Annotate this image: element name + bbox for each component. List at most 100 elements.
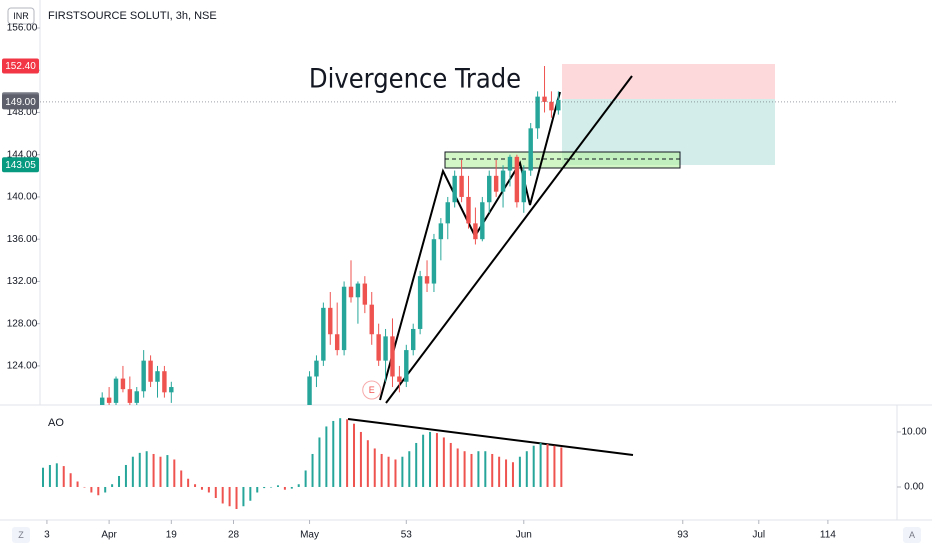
ao-bar [297,484,300,487]
y-tick-label: 156.00 [7,23,38,34]
ao-bar [221,486,224,504]
ao-bar [401,456,404,487]
support-zone [444,151,681,169]
candle-body [307,376,312,405]
ao-bar [270,486,273,488]
ao-bar [318,437,321,487]
ao-bar [311,453,314,487]
ao-bar [373,448,376,487]
candle-body [162,371,167,393]
ao-bar [62,466,65,487]
y-tick-label: 148.00 [7,107,38,118]
ao-bar [359,431,362,487]
ao-bar [539,442,542,487]
candle-body [410,328,416,351]
ao-bar [131,456,134,487]
ao-bar [422,434,425,487]
indicator-name: AO [48,417,64,429]
candle-body [514,156,520,203]
candle-body [424,276,430,284]
price-badge [2,58,39,74]
ao-bar [339,418,342,487]
ao-bar [263,486,266,489]
ao-bar [159,456,162,487]
candle-body [487,175,492,203]
candle-body [535,96,540,129]
ao-bar [228,486,231,507]
ao-bar [173,459,176,487]
candle-body [404,350,409,382]
ao-bar [346,419,349,487]
x-tick-label: 28 [228,530,240,541]
candle-body [314,360,319,377]
ao-bar [242,486,245,507]
ao-bar [83,486,86,488]
candle-body [549,101,554,111]
ao-bar [553,445,556,487]
candle-body [459,175,464,197]
candle-body [500,170,506,192]
ao-bar [435,433,438,487]
ao-bar [235,486,238,509]
event-marker [362,380,382,400]
ao-bar [48,464,51,487]
candle-body [348,286,354,298]
candle-body [445,202,450,224]
candle-body [169,387,174,393]
x-tick-label: 93 [677,530,689,541]
auto-scale-button[interactable] [903,527,921,543]
ao-bar [200,486,203,490]
ao-bar [138,452,141,487]
candle-body [376,334,381,361]
y-tick-label: 132.00 [7,276,38,287]
price-badge-label: 149.00 [5,97,36,108]
ao-bar [518,456,521,487]
ao-bar [90,486,93,493]
ao-bar [366,440,369,487]
zoom-glyph: Z [18,530,24,540]
candle-body [155,371,160,382]
ao-bar [498,456,501,487]
ao-bar [463,451,466,487]
ao-tick-label: 10.00 [901,427,926,438]
ao-bar [442,437,445,487]
ao-bar [525,451,528,487]
x-tick-label: 114 [820,530,836,541]
candle-body [431,239,437,284]
chart-title: FIRSTSOURCE SOLUTI, 3h, NSE [48,10,217,22]
candle-body [134,391,139,403]
y-tick-label: 140.00 [7,192,38,203]
ao-bar [505,459,508,487]
ao-bar [69,473,72,487]
price-badge-label: 152.40 [5,61,36,72]
ao-bar [276,485,279,487]
candle-body [148,360,153,382]
ao-bar [408,451,411,487]
ao-bar [111,484,114,487]
stop-zone [562,64,775,99]
y-tick-label: 144.00 [7,149,38,160]
ao-bar [332,420,335,487]
candles [99,66,561,405]
price-badge-label: 143.05 [5,160,36,171]
candle-body [383,336,388,361]
ao-bar [511,462,514,487]
ao-bar [560,447,563,487]
x-tick-label: May [300,530,319,541]
candle-body [362,283,368,305]
ao-bar [353,423,356,487]
candle-body [341,286,347,351]
ao-bar [187,478,190,487]
ao-histogram [42,418,563,509]
candle-body [521,170,527,203]
zoom-button[interactable] [12,527,30,543]
ao-bar [429,431,432,487]
ao-bar [249,486,252,501]
candle-body [321,307,326,361]
candle-body [452,175,457,203]
y-tick-label: 128.00 [7,318,38,329]
candle-body [113,378,119,403]
ao-bar [546,444,549,487]
ao-bar [477,451,480,487]
